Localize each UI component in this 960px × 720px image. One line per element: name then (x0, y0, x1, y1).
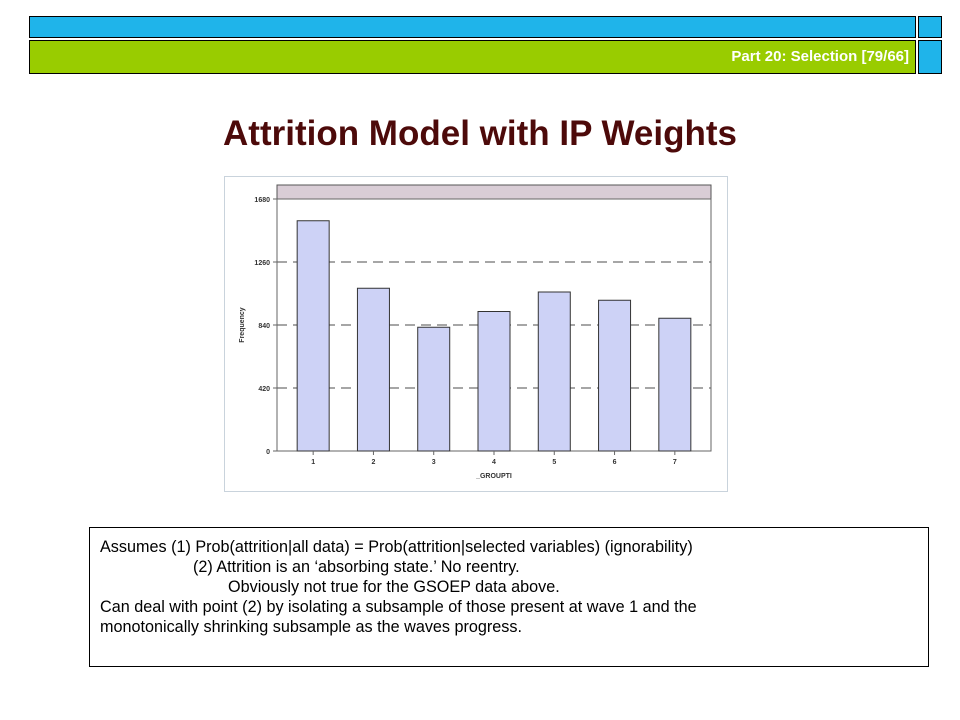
bar-chart: 0 420 840 1260 1680 1 2 3 4 5 6 7 _GROUPTI Frequency (239, 184, 712, 480)
chart-frame: 0 420 840 1260 1680 1 2 3 4 5 6 7 _GROUPTI Frequency (224, 176, 728, 492)
x-tick-label: 4 (492, 459, 496, 466)
x-tick-label: 3 (432, 459, 436, 466)
bar (598, 299, 632, 452)
notes-box: Assumes (1) Prob(attrition|all data) = P… (89, 527, 929, 667)
x-tick-label: 5 (552, 459, 556, 466)
header-corner-box (918, 40, 942, 74)
y-tick-label: 1680 (254, 197, 270, 204)
x-tick-label: 1 (311, 459, 315, 466)
chart-header-band (276, 184, 712, 200)
bar (658, 317, 692, 452)
x-tick-label: 2 (371, 459, 375, 466)
note-line-2: (2) Attrition is an ‘absorbing state.’ N… (193, 558, 520, 576)
note-line-1: Assumes (1) Prob(attrition|all data) = P… (100, 538, 693, 556)
y-tick-label: 840 (258, 323, 270, 330)
header-top-corner (918, 16, 942, 38)
note-line-3: Obviously not true for the GSOEP data ab… (228, 578, 560, 596)
y-tick-label: 420 (258, 386, 270, 393)
bar (296, 220, 330, 452)
bar (537, 291, 571, 452)
slide-label: Part 20: Selection [79/66] (731, 48, 909, 65)
bar (417, 326, 451, 452)
note-line-4: Can deal with point (2) by isolating a s… (100, 598, 697, 616)
note-line-5: monotonically shrinking subsample as the… (100, 618, 522, 636)
bar (477, 311, 511, 452)
y-tick-label: 1260 (254, 260, 270, 267)
x-axis-label: _GROUPTI (475, 473, 512, 480)
bar (356, 287, 390, 452)
y-tick-label: 0 (266, 449, 270, 456)
x-tick-label: 6 (613, 459, 617, 466)
x-tick-label: 7 (673, 459, 677, 466)
slide-title: Attrition Model with IP Weights (223, 114, 737, 153)
header-bar: Part 20: Selection [79/66] (29, 40, 916, 74)
header-top-strip (29, 16, 916, 38)
y-axis-label: Frequency (239, 307, 246, 343)
